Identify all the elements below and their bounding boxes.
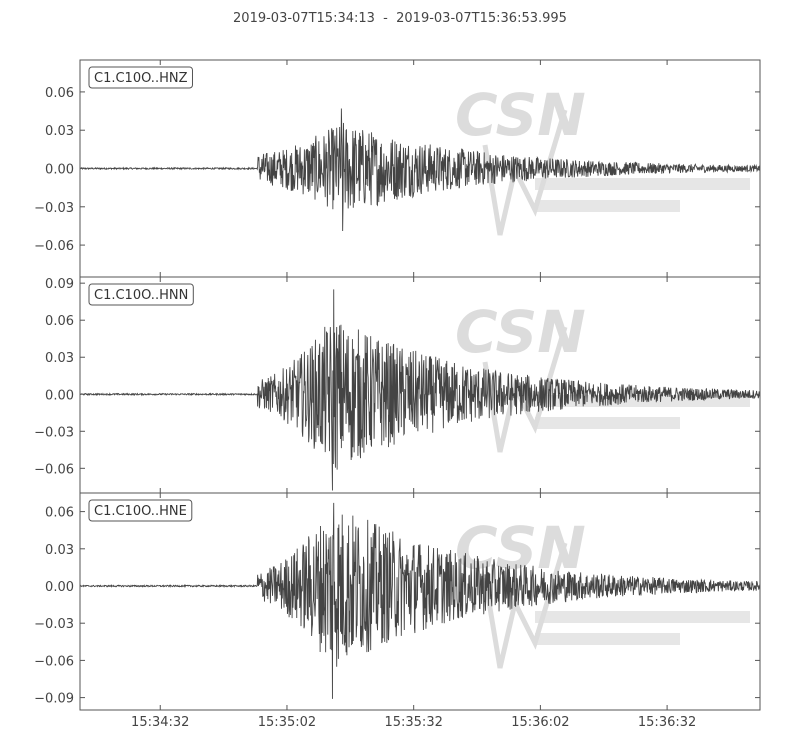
y-tick-label: 0.06 [45,506,74,521]
x-tick-label: 15:34:32 [131,715,189,730]
channel-label-text: C1.C10O..HNZ [94,71,188,86]
x-tick-label: 15:35:02 [258,715,316,730]
y-tick-label: 0.00 [45,580,74,595]
y-tick-label: −0.09 [34,692,74,707]
plot-frame [79,492,761,711]
x-tick-label: 15:35:32 [384,715,442,730]
watermark-caption [535,200,680,212]
y-tick-label: 0.06 [45,314,74,329]
chart-title: 2019-03-07T15:34:13 - 2019-03-07T15:36:5… [233,11,567,26]
y-tick-label: 0.03 [45,351,74,366]
waveform-line [79,289,761,491]
y-tick-label: 0.00 [45,163,74,178]
watermark-caption [535,178,750,190]
watermark-caption [535,395,750,407]
y-tick-label: 0.00 [45,388,74,403]
waveform-line [79,108,761,232]
x-tick-label: 15:36:32 [638,715,696,730]
watermark-caption [535,611,750,623]
waveform-line [79,502,761,699]
watermark-logo: CSN [455,81,750,236]
trace-panel-3: CSN0.060.030.00−0.03−0.06−0.09C1.C10O..H… [34,492,761,711]
channel-label-box [88,499,193,522]
channel-label: C1.C10O..HNZ [88,66,193,89]
y-tick-label: 0.06 [45,86,74,101]
y-tick-label: −0.06 [34,462,74,477]
channel-label-box [88,66,193,89]
x-tick-label: 15:36:02 [511,715,569,730]
y-tick-label: −0.03 [34,201,74,216]
y-tick-label: −0.06 [34,239,74,254]
y-tick-label: 0.03 [45,543,74,558]
channel-label: C1.C10O..HNE [88,499,193,522]
trace-panel-1: CSN 0.06 0.03 0.00 −0.03 −0.06 C1.C10O..HNZ [34,59,761,278]
watermark-logo: CSN [455,298,750,453]
watermark-caption [535,633,680,645]
watermark-text: CSN [455,81,586,149]
channel-label-text: C1.C10O..HNN [94,288,188,303]
channel-label: C1.C10O..HNN [88,283,194,306]
y-tick-label: 0.09 [45,277,74,292]
watermark-text: CSN [455,298,586,366]
watermark-caption [535,417,680,429]
y-tick-label: −0.03 [34,425,74,440]
y-tick-label: −0.06 [34,654,74,669]
trace-panel-2: CSN 0.09 0.06 0.03 0.00 −0.03 −0.06 C1.C10O..HN… [34,276,761,494]
y-tick-label: 0.03 [45,124,74,139]
channel-label-text: C1.C10O..HNE [94,504,187,519]
channel-label-box [88,283,194,306]
y-tick-label: −0.03 [34,617,74,632]
